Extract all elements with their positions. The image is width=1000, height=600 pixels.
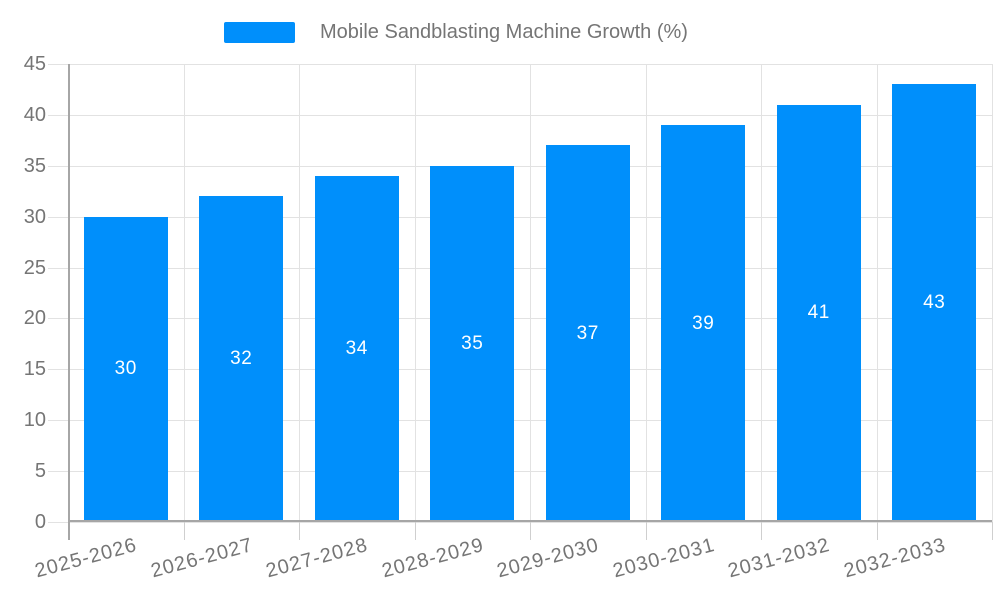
- bar-value-label: 39: [692, 312, 715, 334]
- bar-value-label: 32: [230, 348, 253, 370]
- y-axis-tick-label: 15: [23, 358, 46, 381]
- bar-value-label: 35: [461, 332, 484, 354]
- y-gridline: [48, 114, 992, 116]
- bar-2025-2026[interactable]: 30: [83, 216, 168, 522]
- bar-value-label: 34: [345, 337, 368, 359]
- x-gridline: [414, 64, 416, 522]
- y-axis-line: [68, 64, 70, 540]
- legend[interactable]: Mobile Sandblasting Machine Growth (%): [224, 21, 688, 44]
- x-gridline: [876, 64, 878, 522]
- y-gridline: [48, 318, 992, 320]
- bar-value-label: 43: [923, 292, 946, 314]
- y-gridline: [48, 165, 992, 167]
- x-axis-tick: [761, 522, 762, 540]
- x-gridline: [530, 64, 531, 522]
- x-axis-tick: [414, 522, 416, 540]
- x-axis-tick: [183, 522, 185, 540]
- x-axis-category-label: 2030-2031: [610, 534, 717, 583]
- x-gridline: [183, 64, 185, 522]
- x-gridline: [992, 64, 993, 522]
- x-axis-category-label: 2031-2032: [725, 534, 833, 583]
- x-axis-tick: [992, 522, 993, 540]
- x-gridline: [761, 64, 762, 522]
- y-gridline: [48, 369, 992, 371]
- x-axis-tick: [530, 522, 531, 540]
- y-axis-tick-label: 35: [23, 154, 46, 177]
- x-axis-category-label: 2029-2030: [494, 534, 602, 583]
- x-axis-tick: [876, 522, 878, 540]
- y-axis-tick-label: 40: [23, 103, 46, 126]
- x-gridline: [299, 64, 300, 522]
- x-gridline: [645, 64, 647, 522]
- bar-2031-2032[interactable]: 41: [776, 104, 861, 522]
- bar-value-label: 37: [576, 322, 599, 344]
- legend-swatch-icon: [224, 22, 295, 43]
- x-axis-category-label: 2027-2028: [263, 534, 371, 583]
- bar-value-label: 41: [807, 302, 830, 324]
- legend-series-label: Mobile Sandblasting Machine Growth (%): [320, 21, 688, 43]
- bar-2026-2027[interactable]: 32: [199, 196, 284, 522]
- y-axis-tick-label: 20: [23, 307, 46, 330]
- bar-2028-2029[interactable]: 35: [430, 165, 515, 522]
- x-axis-category-label: 2028-2029: [379, 534, 486, 583]
- bar-2027-2028[interactable]: 34: [314, 175, 399, 522]
- x-axis-tick: [645, 522, 647, 540]
- y-gridline: [48, 216, 992, 218]
- x-axis-line: [68, 520, 992, 522]
- x-axis-category-label: 2032-2033: [841, 534, 948, 583]
- plot-area: 0 5 10 15 20 25 30 35 40 45 30 32 34 35 37 39 41 43 2025-2…: [24, 53, 993, 582]
- x-axis-category-label: 2025-2026: [32, 534, 140, 583]
- y-axis-tick-label: 0: [34, 511, 46, 533]
- x-axis-tick: [299, 522, 300, 540]
- y-axis-tick-label: 45: [23, 53, 46, 75]
- x-axis-category-label: 2026-2027: [148, 534, 255, 583]
- y-gridline: [48, 267, 992, 269]
- y-gridline: [48, 64, 992, 65]
- y-axis-tick-label: 10: [23, 409, 46, 432]
- y-gridline: [48, 522, 992, 523]
- y-gridline: [48, 471, 992, 473]
- y-axis-tick-label: 30: [23, 205, 46, 228]
- bar-2032-2033[interactable]: 43: [892, 84, 977, 522]
- y-axis-tick-label: 25: [23, 256, 46, 279]
- y-axis-tick-label: 5: [34, 460, 46, 483]
- bar-2029-2030[interactable]: 37: [545, 145, 630, 522]
- bar-value-label: 30: [114, 358, 137, 380]
- bar-2030-2031[interactable]: 39: [661, 125, 746, 522]
- y-gridline: [48, 420, 992, 422]
